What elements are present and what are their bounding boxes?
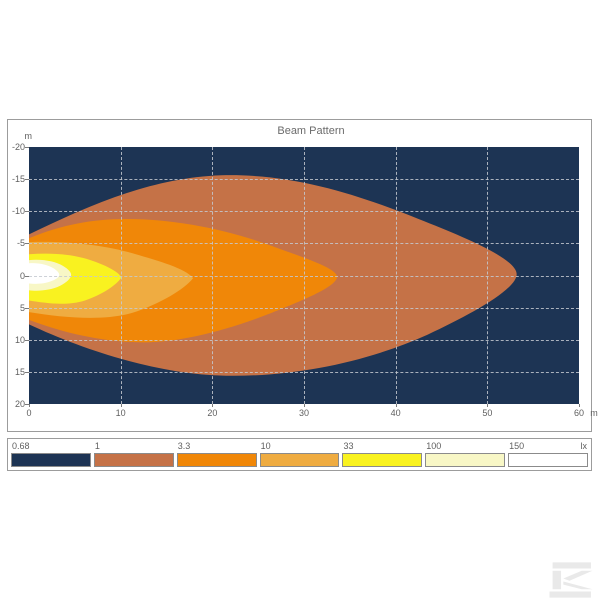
legend-entry-label: 10 bbox=[260, 441, 271, 451]
beam-contour-svg bbox=[29, 175, 517, 376]
y-tick-mark bbox=[25, 404, 29, 405]
legend-entry: 10 bbox=[259, 441, 340, 467]
horizontal-gridline bbox=[29, 275, 579, 277]
horizontal-gridline bbox=[29, 371, 579, 373]
legend-swatch bbox=[508, 453, 589, 467]
x-tick-label: 10 bbox=[115, 408, 126, 418]
brand-k-logo-watermark bbox=[549, 562, 593, 598]
x-tick-mark bbox=[120, 404, 122, 407]
legend-entry: 150 bbox=[508, 441, 589, 467]
x-tick-label: 0 bbox=[26, 408, 32, 418]
legend-entry-label: 3.3 bbox=[177, 441, 191, 451]
legend-entry: 0.68 bbox=[11, 441, 91, 467]
legend-swatch bbox=[93, 453, 174, 467]
legend-swatch bbox=[176, 453, 257, 467]
y-tick-mark bbox=[25, 275, 29, 277]
horizontal-gridline bbox=[29, 243, 579, 245]
legend-entry-label: 0.68 bbox=[12, 441, 30, 451]
x-tick-mark bbox=[29, 404, 30, 407]
legend-panel: 0.68 1 3.3 10 33 100 150 lx bbox=[7, 438, 592, 471]
isolux-contour-150lx bbox=[29, 263, 60, 284]
legend-unit-label: lx bbox=[580, 441, 588, 451]
x-tick-mark bbox=[579, 404, 580, 407]
x-tick-label: 20 bbox=[207, 408, 218, 418]
chart-panel: Beam Pattern m m -20 -15 -10 -5 0 5 10 15 20 0 10 2… bbox=[7, 119, 598, 432]
y-tick-label: -20 bbox=[11, 142, 25, 152]
y-tick-label: -5 bbox=[16, 238, 25, 249]
y-tick-label: -10 bbox=[11, 206, 25, 217]
y-tick-mark bbox=[25, 211, 29, 213]
legend-entry-label: 1 bbox=[94, 441, 100, 451]
legend-entry: 3.3 bbox=[176, 441, 257, 467]
x-axis-unit-label: m bbox=[590, 408, 598, 418]
y-tick-label: 10 bbox=[14, 334, 25, 345]
legend-swatch bbox=[11, 453, 91, 467]
x-tick-label: 30 bbox=[298, 408, 309, 418]
legend-entry: 100 bbox=[425, 441, 506, 467]
y-tick-mark bbox=[25, 179, 29, 181]
legend-entry-label: 33 bbox=[343, 441, 354, 451]
legend-entry-label: 100 bbox=[426, 441, 442, 451]
horizontal-gridline bbox=[29, 211, 579, 213]
plot-area bbox=[29, 147, 579, 404]
x-tick-label: 50 bbox=[482, 408, 493, 418]
legend-swatch bbox=[342, 453, 423, 467]
y-tick-label: 5 bbox=[19, 302, 25, 313]
x-tick-label: 40 bbox=[390, 408, 401, 418]
legend-entry: 1 bbox=[93, 441, 174, 467]
y-tick-label: 20 bbox=[14, 399, 25, 409]
y-tick-label: 0 bbox=[19, 270, 25, 281]
horizontal-gridline bbox=[29, 339, 579, 341]
y-tick-mark bbox=[25, 371, 29, 373]
horizontal-gridline bbox=[29, 307, 579, 309]
y-tick-label: -15 bbox=[11, 174, 25, 185]
x-tick-mark bbox=[304, 404, 305, 407]
horizontal-gridline bbox=[29, 179, 579, 181]
y-tick-mark bbox=[25, 147, 29, 148]
x-tick-mark bbox=[487, 404, 489, 407]
chart-title: Beam Pattern bbox=[277, 125, 345, 137]
legend-entry-label: 150 bbox=[509, 441, 525, 451]
y-tick-label: 15 bbox=[14, 366, 25, 377]
legend-row: 0.68 1 3.3 10 33 100 150 bbox=[11, 441, 589, 467]
legend-swatch bbox=[425, 453, 506, 467]
legend-swatch bbox=[259, 453, 340, 467]
y-tick-mark bbox=[25, 339, 29, 341]
x-tick-mark bbox=[212, 404, 214, 407]
x-tick-mark bbox=[395, 404, 397, 407]
y-axis-unit-label: m bbox=[24, 131, 33, 141]
y-tick-mark bbox=[25, 307, 29, 309]
x-tick-label: 60 bbox=[573, 408, 584, 418]
legend-entry: 33 bbox=[342, 441, 423, 467]
y-tick-mark bbox=[25, 243, 29, 245]
